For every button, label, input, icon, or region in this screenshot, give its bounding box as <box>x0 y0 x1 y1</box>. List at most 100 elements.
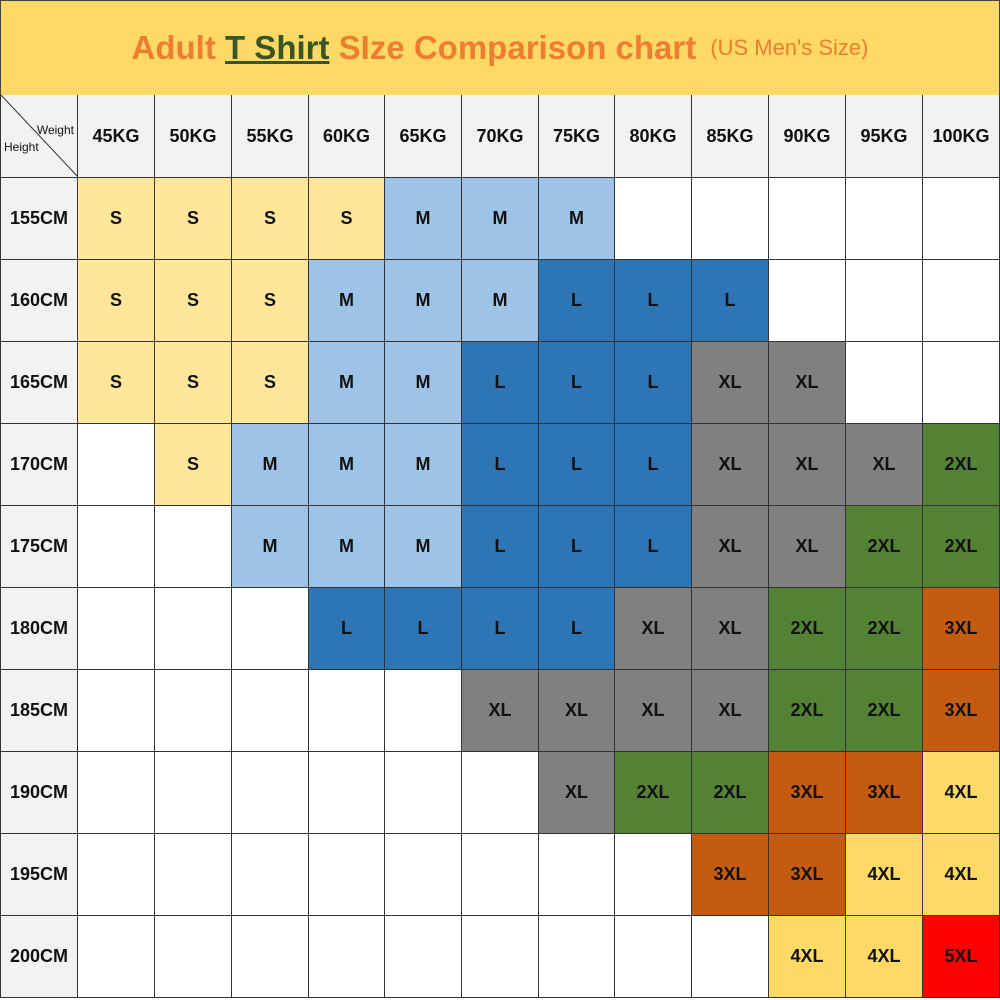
column-header: 100KG <box>923 95 1000 178</box>
size-cell: M <box>385 424 462 506</box>
size-cell <box>615 916 692 998</box>
size-cell: XL <box>692 506 769 588</box>
height-label: Height <box>4 140 39 154</box>
size-cell <box>385 916 462 998</box>
column-header: 75KG <box>539 95 615 178</box>
size-cell: 3XL <box>923 588 1000 670</box>
size-cell <box>232 752 309 834</box>
size-cell <box>78 916 155 998</box>
size-cell <box>78 670 155 752</box>
column-header: 80KG <box>615 95 692 178</box>
size-cell: S <box>155 424 232 506</box>
size-cell: M <box>309 424 385 506</box>
size-cell: M <box>385 260 462 342</box>
size-cell: 2XL <box>846 588 923 670</box>
size-cell <box>78 588 155 670</box>
size-table: Weight Height 45KG 50KG 55KG 60KG 65KG 70KG 75… <box>0 95 1000 1000</box>
size-cell: 4XL <box>846 916 923 998</box>
size-cell <box>539 916 615 998</box>
size-cell <box>309 834 385 916</box>
size-cell: S <box>78 260 155 342</box>
size-cell: 2XL <box>846 506 923 588</box>
size-cell: XL <box>692 670 769 752</box>
size-cell <box>155 588 232 670</box>
column-header: 85KG <box>692 95 769 178</box>
column-header: 65KG <box>385 95 462 178</box>
row-header: 170CM <box>0 424 78 506</box>
title-tshirt: T Shirt <box>224 29 330 66</box>
size-cell: L <box>539 260 615 342</box>
size-cell: M <box>232 506 309 588</box>
column-header: 60KG <box>309 95 385 178</box>
size-cell <box>232 834 309 916</box>
size-cell: L <box>615 506 692 588</box>
size-cell <box>232 670 309 752</box>
size-cell: 2XL <box>846 670 923 752</box>
size-cell: S <box>155 178 232 260</box>
size-cell: XL <box>769 424 846 506</box>
size-cell: L <box>539 342 615 424</box>
size-cell: L <box>692 260 769 342</box>
size-cell <box>155 916 232 998</box>
size-cell <box>78 834 155 916</box>
row-header: 175CM <box>0 506 78 588</box>
size-cell: L <box>539 506 615 588</box>
size-cell: M <box>309 506 385 588</box>
row-header: 160CM <box>0 260 78 342</box>
size-cell: L <box>309 588 385 670</box>
size-cell <box>462 916 539 998</box>
size-cell: XL <box>615 670 692 752</box>
size-cell: 2XL <box>615 752 692 834</box>
size-cell: S <box>309 178 385 260</box>
size-cell: L <box>462 424 539 506</box>
size-cell: 3XL <box>923 670 1000 752</box>
column-header: 45KG <box>78 95 155 178</box>
size-cell: 2XL <box>769 670 846 752</box>
size-cell <box>846 342 923 424</box>
size-cell: M <box>385 342 462 424</box>
size-cell: L <box>462 342 539 424</box>
size-cell <box>78 506 155 588</box>
size-cell: M <box>309 260 385 342</box>
size-cell: L <box>615 260 692 342</box>
size-cell: 4XL <box>769 916 846 998</box>
row-header: 180CM <box>0 588 78 670</box>
size-cell: 2XL <box>692 752 769 834</box>
size-cell: L <box>462 506 539 588</box>
column-header: 95KG <box>846 95 923 178</box>
size-cell: L <box>385 588 462 670</box>
size-cell: S <box>232 342 309 424</box>
column-header: 50KG <box>155 95 232 178</box>
size-cell <box>155 834 232 916</box>
size-cell: XL <box>462 670 539 752</box>
size-cell: 2XL <box>923 424 1000 506</box>
size-cell: S <box>232 260 309 342</box>
size-cell <box>692 916 769 998</box>
size-cell <box>385 834 462 916</box>
row-header: 155CM <box>0 178 78 260</box>
size-cell: L <box>539 424 615 506</box>
diagonal-divider <box>1 95 79 178</box>
size-cell: 2XL <box>769 588 846 670</box>
size-cell: L <box>615 424 692 506</box>
size-cell <box>769 260 846 342</box>
size-cell <box>846 178 923 260</box>
size-cell: XL <box>615 588 692 670</box>
size-cell: 3XL <box>769 834 846 916</box>
size-cell: 3XL <box>846 752 923 834</box>
size-cell: XL <box>769 506 846 588</box>
size-cell: XL <box>539 752 615 834</box>
size-cell: 4XL <box>846 834 923 916</box>
column-header: 55KG <box>232 95 309 178</box>
size-cell <box>78 424 155 506</box>
size-cell: S <box>155 342 232 424</box>
column-header: 70KG <box>462 95 539 178</box>
size-cell <box>309 916 385 998</box>
size-cell: M <box>385 178 462 260</box>
size-cell: M <box>539 178 615 260</box>
size-cell: 4XL <box>923 834 1000 916</box>
size-cell <box>385 752 462 834</box>
size-cell <box>615 834 692 916</box>
title-text-rest: SIze Comparison chart <box>329 29 697 66</box>
size-cell: M <box>232 424 309 506</box>
